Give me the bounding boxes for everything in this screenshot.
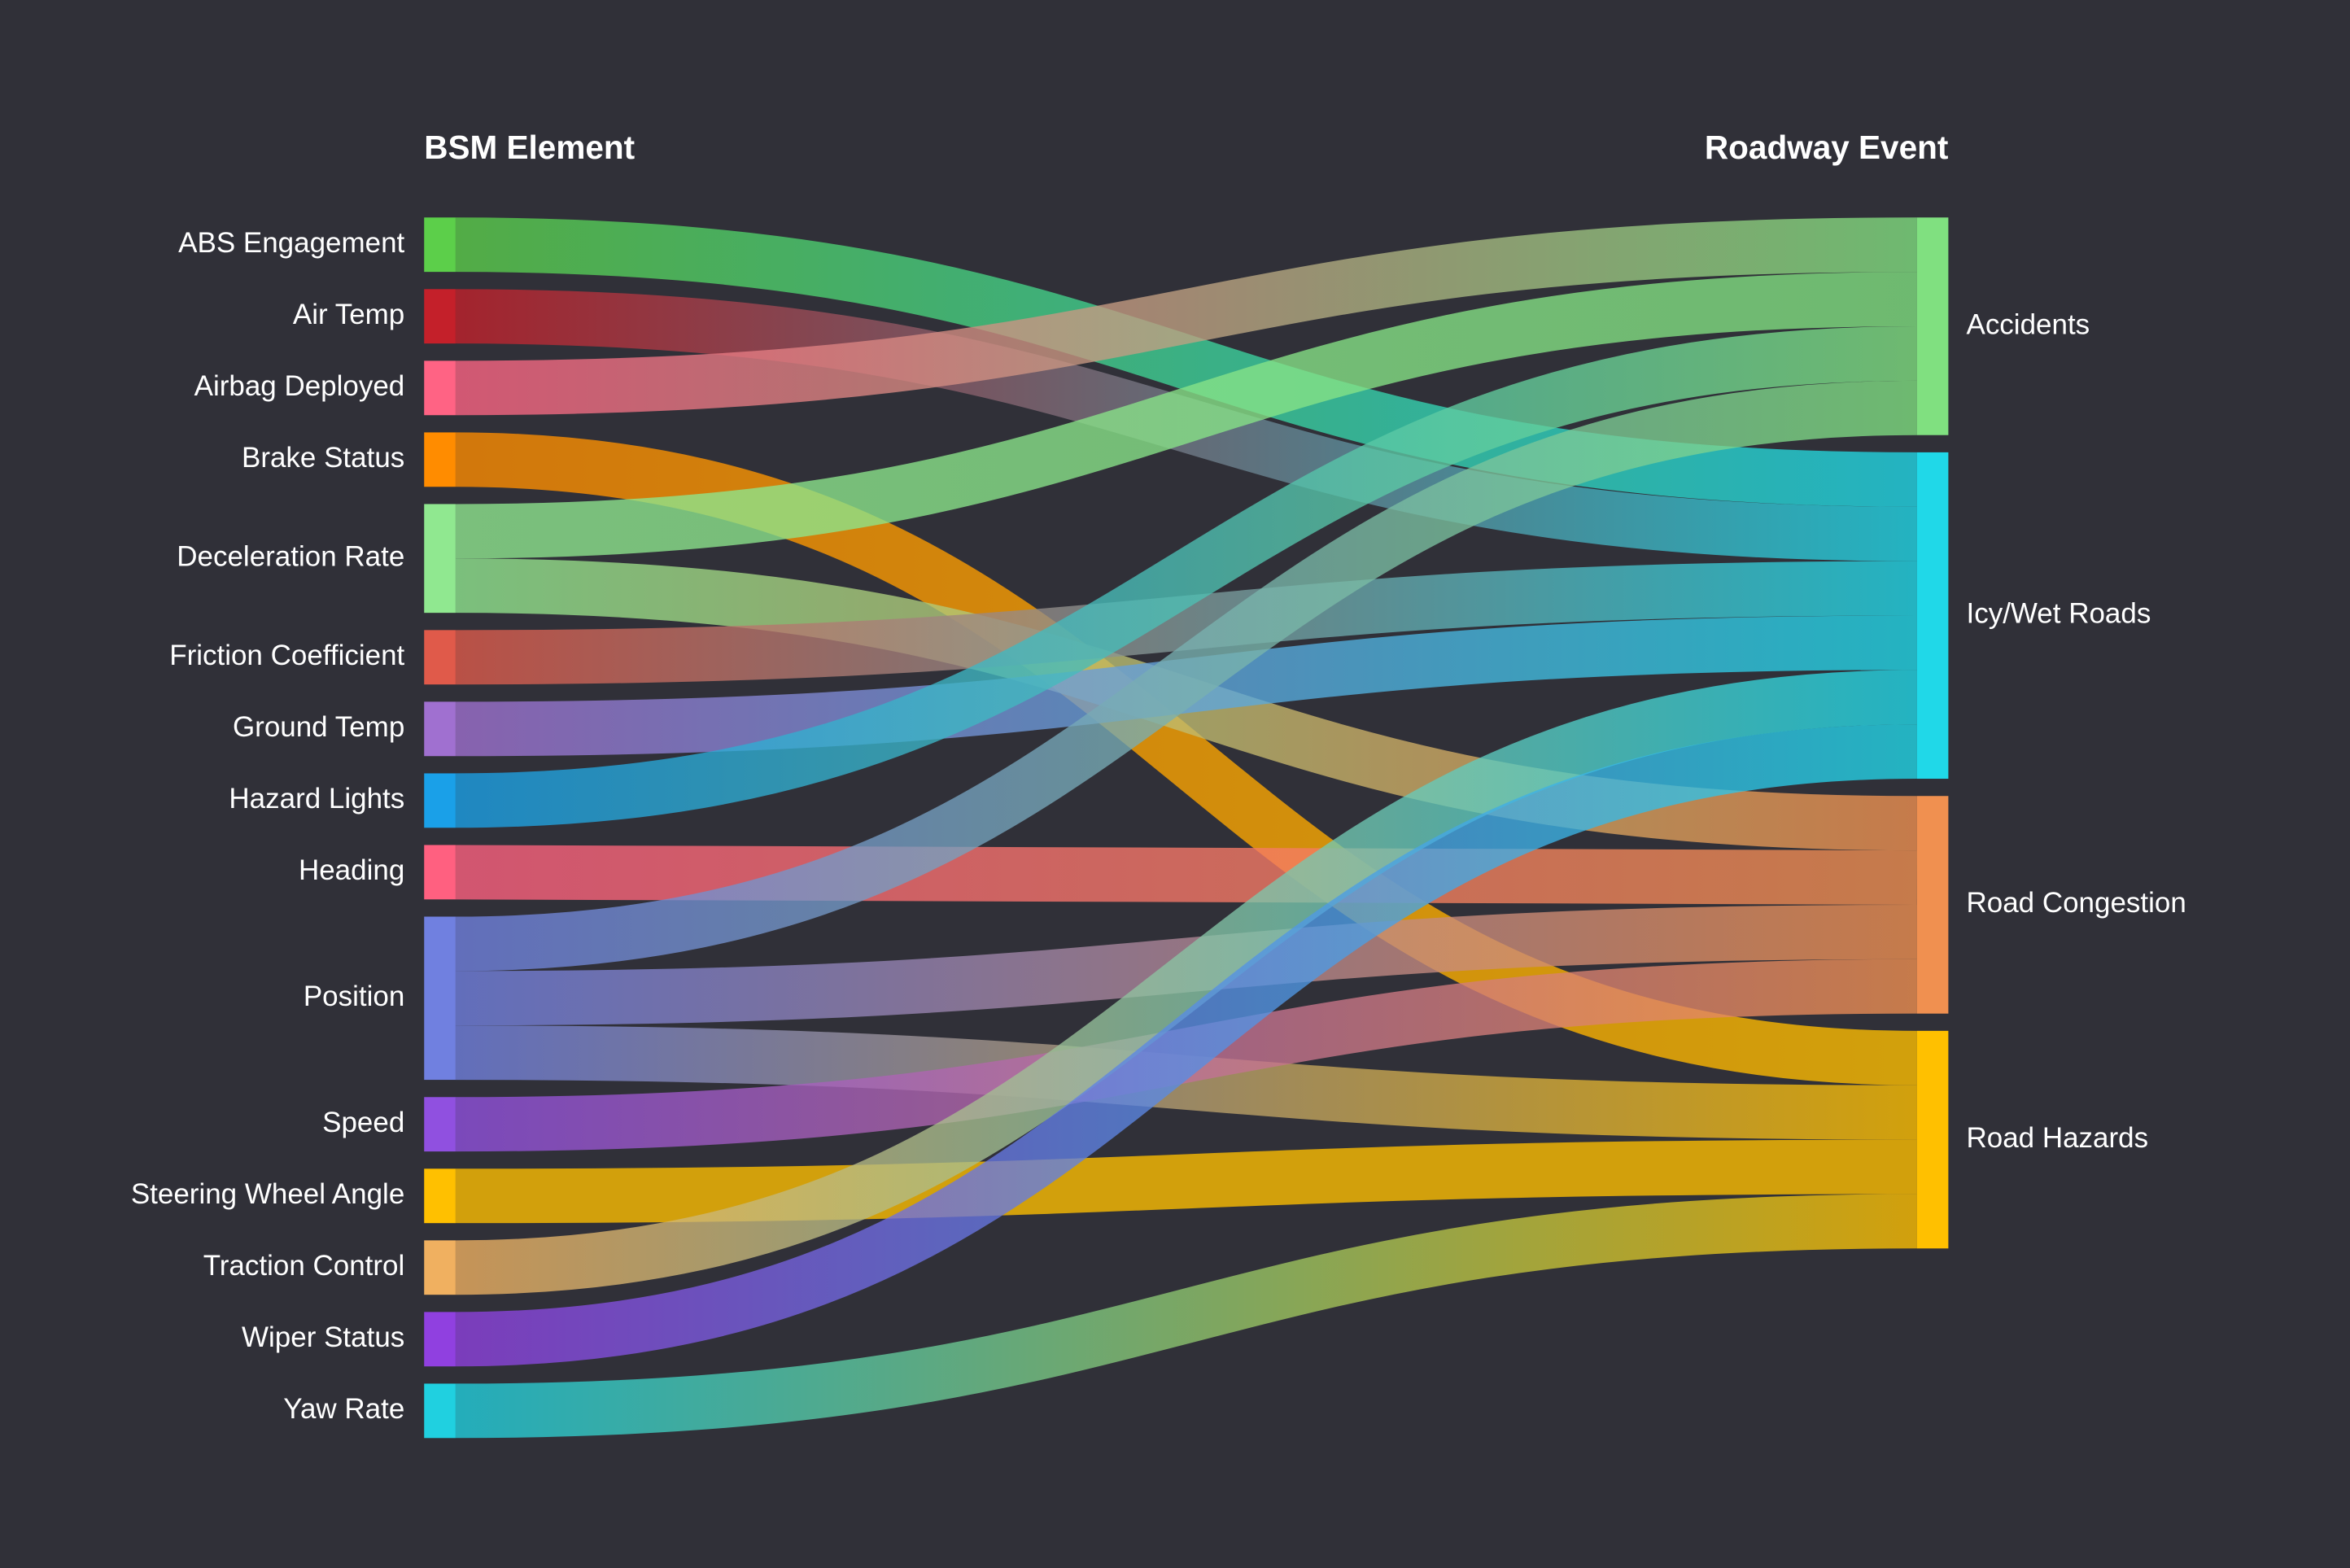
node-label: Road Congestion [1966, 887, 2186, 919]
node-label: Friction Coefficient [169, 640, 404, 671]
node-label: Ground Temp [233, 711, 404, 743]
node [424, 1312, 456, 1367]
node-label: Brake Status [242, 442, 404, 474]
nodes: ABS Engagement Air Temp Airbag Deployed Bra… [131, 217, 2186, 1439]
node-label: Traction Control [203, 1250, 405, 1282]
node-label: Accidents [1966, 308, 2090, 340]
link [455, 1139, 1917, 1224]
node [1916, 1030, 1949, 1249]
node [424, 701, 456, 757]
node [424, 773, 456, 828]
link [455, 272, 1917, 559]
node [424, 289, 456, 344]
node-label: Deceleration Rate [177, 541, 404, 573]
link [455, 217, 1917, 416]
node-label: Heading [299, 854, 404, 886]
node [1916, 452, 1949, 780]
link [455, 326, 1917, 828]
node [424, 432, 456, 487]
links [455, 217, 1917, 1439]
node [424, 1097, 456, 1152]
node-label: Air Temp [293, 299, 404, 330]
link [455, 845, 1917, 905]
node-label: Icy/Wet Roads [1966, 598, 2151, 630]
link [455, 724, 1917, 1367]
node [424, 1168, 456, 1224]
node-label: ABS Engagement [178, 227, 404, 259]
node-label: Road Hazards [1966, 1122, 2148, 1154]
node [424, 1383, 456, 1439]
column-title: Roadway Event [1705, 129, 1948, 166]
node-label: Steering Wheel Angle [131, 1178, 404, 1210]
node [424, 916, 456, 1081]
link [455, 1194, 1917, 1439]
node [1916, 796, 1949, 1014]
node [424, 217, 456, 273]
link [455, 670, 1917, 1295]
node [424, 630, 456, 685]
node-label: Position [304, 981, 404, 1012]
node [424, 504, 456, 614]
link [455, 380, 1917, 972]
node [424, 845, 456, 900]
node-label: Airbag Deployed [194, 370, 405, 402]
node [1916, 217, 1949, 435]
node-label: Wiper Status [242, 1321, 404, 1353]
node-label: Yaw Rate [283, 1393, 404, 1425]
node [424, 1240, 456, 1295]
column-title: BSM Element [424, 129, 635, 166]
node-label: Speed [322, 1107, 404, 1138]
link [455, 561, 1917, 685]
node [424, 360, 456, 416]
node-label: Hazard Lights [229, 783, 404, 815]
